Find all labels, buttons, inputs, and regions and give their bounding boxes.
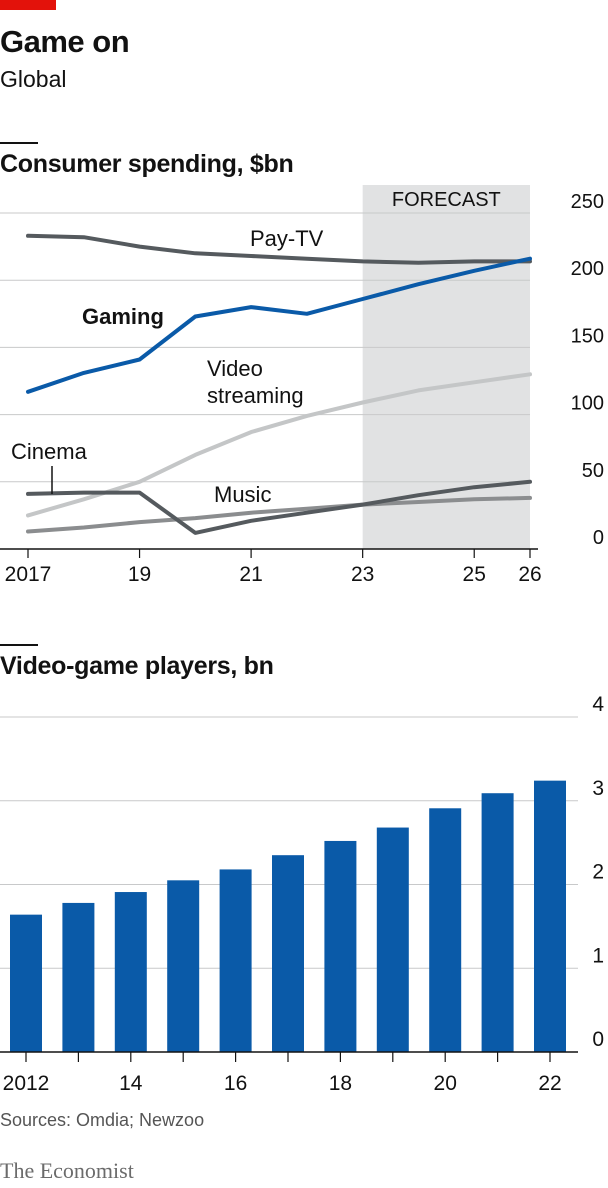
x-tick-label: 22: [538, 1072, 561, 1095]
chart2-title: Video-game players, bn: [0, 652, 274, 680]
bar-2014: [114, 892, 147, 1052]
bar-2012: [10, 914, 42, 1052]
y-tick-label: 50: [582, 460, 604, 482]
y-tick-label: 4: [592, 693, 604, 716]
x-tick-label: 16: [224, 1072, 247, 1095]
y-tick-label: 3: [592, 777, 604, 800]
y-tick-label: 200: [571, 258, 604, 280]
x-tick-label: 26: [518, 563, 541, 586]
brand-red-bar: [0, 0, 56, 10]
label-video: Video: [207, 356, 263, 381]
sources-note: Sources: Omdia; Newzoo: [0, 1110, 205, 1130]
label-gaming: Gaming: [82, 304, 164, 329]
x-tick-label: 19: [128, 563, 151, 586]
y-tick-label: 250: [571, 191, 604, 213]
chart1-title: Consumer spending, $bn: [0, 150, 294, 178]
forecast-shading: [362, 185, 530, 549]
page-title: Game on: [0, 24, 130, 59]
bar-2017: [272, 855, 304, 1052]
section-marker-2: [0, 644, 38, 646]
label-streaming: streaming: [207, 383, 304, 408]
x-tick-label: 23: [351, 563, 374, 586]
label-cinema: Cinema: [11, 439, 88, 464]
label-pay-tv: Pay-TV: [250, 226, 324, 251]
y-tick-label: 100: [571, 393, 604, 415]
y-tick-label: 0: [593, 527, 604, 549]
bar-2013: [62, 902, 95, 1052]
bar-2016: [219, 869, 252, 1052]
video-game-players-chart: 0 1 2 3 4 2012 14 16 18 20 22: [0, 693, 604, 1095]
series-line-gaming: [26, 256, 532, 394]
forecast-label: FORECAST: [392, 189, 501, 211]
x-tick-label: 2017: [5, 563, 52, 586]
series-line-cinema: [26, 479, 532, 535]
y-tick-label: 150: [571, 325, 604, 347]
series-line-video-streaming: [26, 372, 532, 518]
page-subtitle: Global: [0, 66, 67, 92]
bar-2015: [167, 880, 200, 1052]
label-music: Music: [214, 482, 271, 507]
y-tick-label: 1: [592, 944, 604, 967]
series-line-pay-tv: [26, 233, 532, 265]
x-tick-label: 21: [239, 563, 262, 586]
series-line-music: [26, 495, 532, 534]
y-tick-label: 0: [592, 1028, 604, 1051]
x-tick-label: 25: [463, 563, 486, 586]
consumer-spending-chart: FORECAST 0 50 100 150 200 250 2017 19 21 23 25 26 Pay…: [0, 185, 604, 586]
bar-2021: [481, 793, 514, 1052]
x-tick-label: 14: [119, 1072, 143, 1095]
bar-2022: [534, 780, 566, 1052]
bar-2020: [429, 808, 462, 1052]
y-tick-label: 2: [592, 861, 604, 884]
section-marker-1: [0, 142, 38, 144]
x-tick-label: 2012: [3, 1072, 50, 1095]
bar-2019: [376, 827, 409, 1052]
x-tick-label: 18: [329, 1072, 352, 1095]
x-tick-label: 20: [434, 1072, 457, 1095]
publisher-brand: The Economist: [0, 1158, 134, 1183]
bar-2018: [324, 840, 357, 1052]
